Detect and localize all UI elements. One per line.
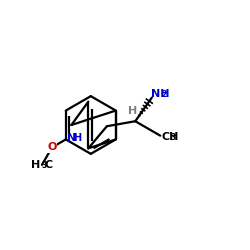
Text: N: N [67,133,76,143]
Text: H: H [32,160,41,170]
Text: 3: 3 [42,161,47,170]
Text: NH: NH [150,89,169,99]
Text: H: H [73,133,81,143]
Text: 2: 2 [161,90,166,99]
Text: H: H [128,106,137,116]
Text: CH: CH [162,132,179,142]
Text: 3: 3 [170,133,175,142]
Text: C: C [44,160,52,170]
Text: O: O [47,142,57,152]
